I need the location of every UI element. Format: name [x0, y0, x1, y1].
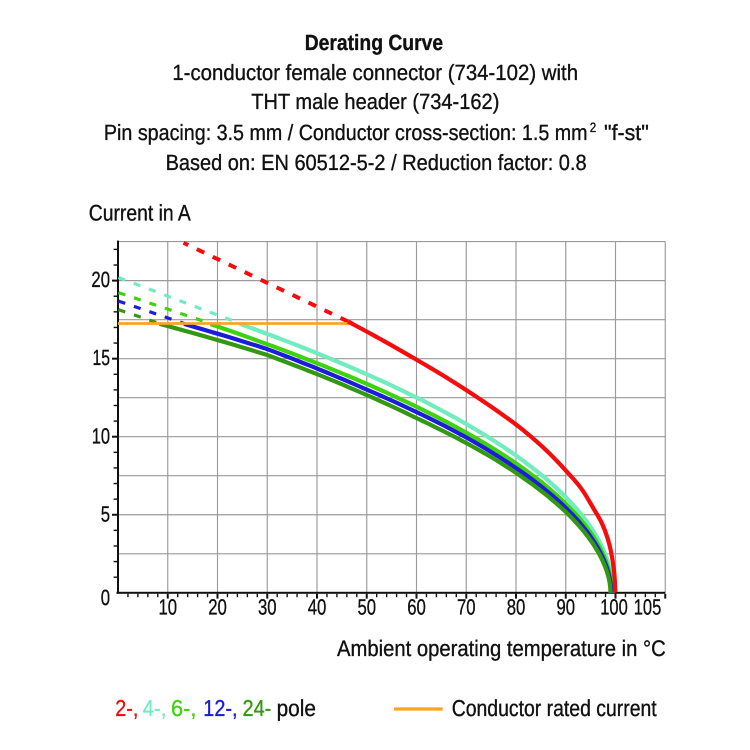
svg-text:100: 100 [600, 595, 628, 620]
svg-text:10: 10 [92, 424, 110, 449]
svg-text:Conductor rated current: Conductor rated current [452, 695, 658, 721]
svg-text:6-,: 6-, [171, 695, 197, 721]
svg-text:5: 5 [101, 502, 110, 527]
svg-text:1-conductor female connector (: 1-conductor female connector (734-102) w… [172, 60, 578, 85]
svg-text:Derating Curve: Derating Curve [305, 30, 443, 55]
svg-text:60: 60 [407, 595, 426, 620]
svg-text:Pin spacing: 3.5 mm / Conducto: Pin spacing: 3.5 mm / Conductor cross-se… [104, 120, 588, 145]
svg-text:Based on: EN 60512-5-2 / Reduc: Based on: EN 60512-5-2 / Reduction facto… [166, 150, 587, 175]
svg-text:24-: 24- [243, 695, 272, 721]
svg-text:70: 70 [457, 595, 476, 620]
svg-text:30: 30 [258, 595, 277, 620]
svg-text:Current in A: Current in A [89, 201, 191, 226]
svg-text:50: 50 [357, 595, 376, 620]
svg-text:20: 20 [208, 595, 227, 620]
svg-text:105: 105 [634, 595, 662, 620]
svg-text:40: 40 [308, 595, 327, 620]
svg-text:pole: pole [277, 695, 316, 721]
svg-text:20: 20 [91, 267, 110, 292]
svg-text:2: 2 [590, 120, 597, 135]
svg-text:0: 0 [101, 585, 110, 610]
svg-text:80: 80 [507, 595, 526, 620]
svg-text:"f-st": "f-st" [604, 120, 649, 145]
svg-text:THT male header (734-162): THT male header (734-162) [251, 89, 499, 114]
svg-text:2-,: 2-, [115, 695, 138, 721]
svg-text:12-,: 12-, [203, 695, 237, 721]
svg-text:90: 90 [556, 595, 575, 620]
svg-text:10: 10 [158, 595, 177, 620]
svg-text:15: 15 [93, 345, 111, 370]
svg-text:Ambient operating temperature: Ambient operating temperature in °C [337, 636, 666, 661]
svg-text:4-,: 4-, [143, 695, 167, 721]
